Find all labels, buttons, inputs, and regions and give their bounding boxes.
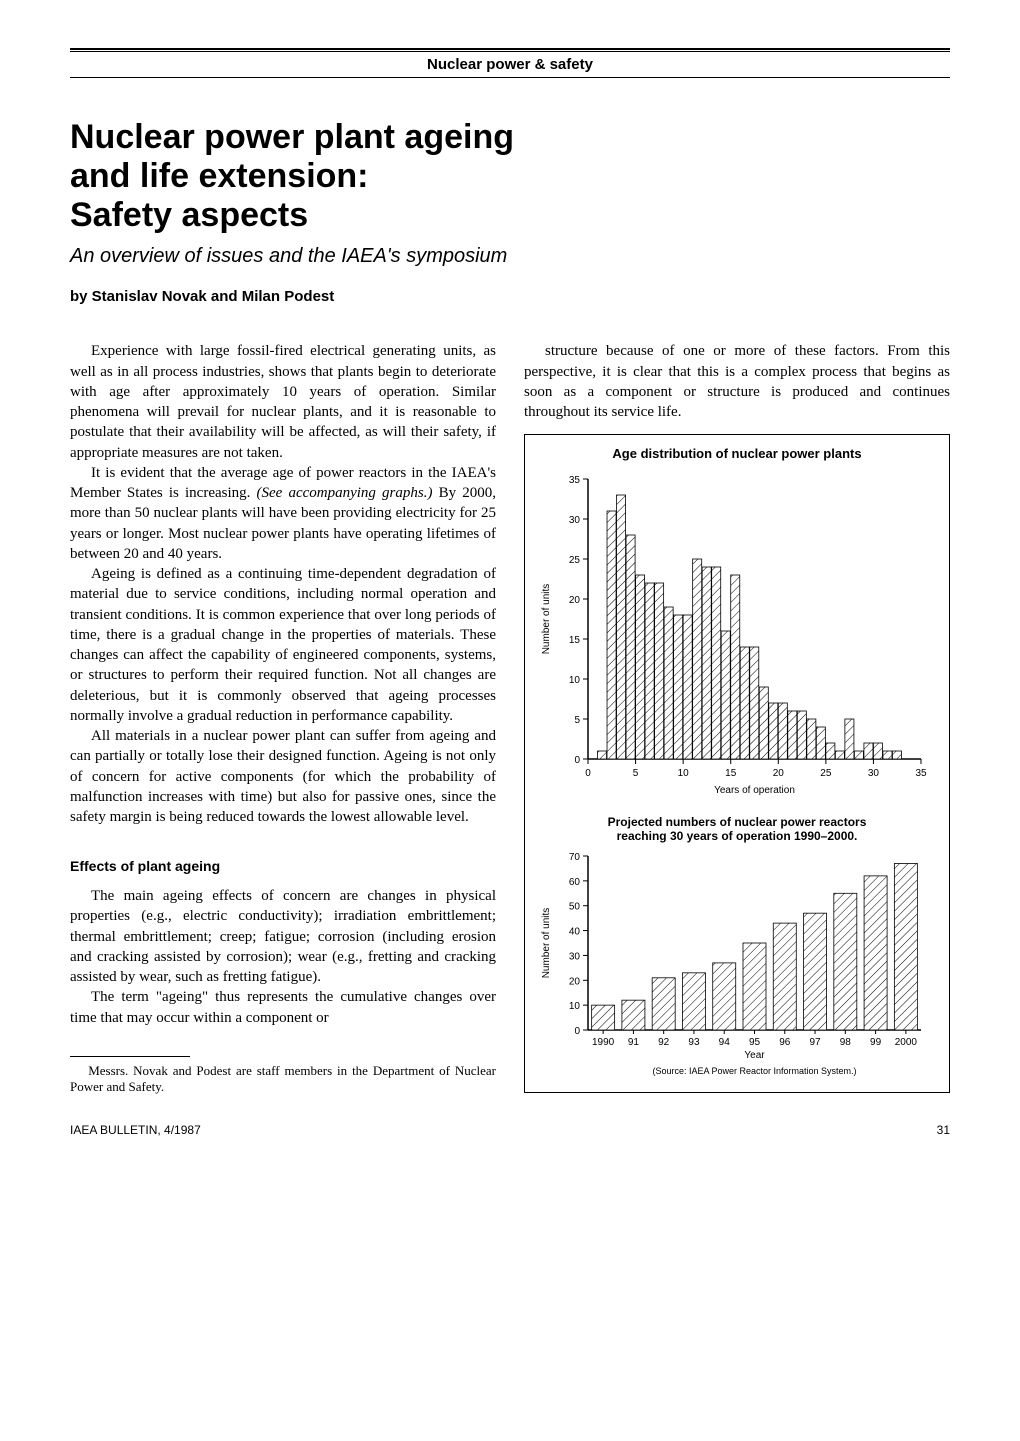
heading-effects: Effects of plant ageing (70, 857, 496, 876)
svg-text:10: 10 (678, 768, 690, 779)
svg-text:15: 15 (569, 635, 581, 646)
chart2-title-line1: Projected numbers of nuclear power react… (608, 815, 867, 829)
title-line-1: Nuclear power plant ageing (70, 118, 514, 156)
svg-text:93: 93 (688, 1037, 700, 1048)
title-line-3: Safety aspects (70, 196, 308, 234)
svg-text:95: 95 (749, 1037, 761, 1048)
right-column: structure because of one or more of thes… (524, 341, 950, 1095)
footer-right: 31 (937, 1123, 950, 1137)
p2-italic: (See accompanying graphs.) (257, 485, 439, 501)
svg-text:0: 0 (585, 768, 591, 779)
paragraph-6: The term "ageing" thus represents the cu… (70, 987, 496, 1028)
article-title: Nuclear power plant ageing and life exte… (70, 118, 950, 235)
svg-text:1990: 1990 (592, 1037, 615, 1048)
svg-text:0: 0 (574, 755, 580, 766)
svg-text:91: 91 (628, 1037, 640, 1048)
svg-text:25: 25 (569, 555, 581, 566)
svg-text:30: 30 (868, 768, 880, 779)
svg-text:20: 20 (569, 976, 581, 987)
svg-text:Year: Year (744, 1050, 765, 1061)
footnote-rule (70, 1056, 190, 1057)
chart2-title: Projected numbers of nuclear power react… (533, 815, 941, 844)
svg-text:(Source: IAEA Power Reactor In: (Source: IAEA Power Reactor Information … (652, 1066, 856, 1076)
svg-text:99: 99 (870, 1037, 882, 1048)
svg-text:20: 20 (569, 595, 581, 606)
paragraph-1: Experience with large fossil-fired elect… (70, 341, 496, 463)
svg-text:Years of operation: Years of operation (714, 785, 795, 796)
svg-text:70: 70 (569, 852, 581, 863)
age-distribution-chart: 0 5 10 15 20 25 30 35 0 5 10 15 20 25 30 35 Number of un… (533, 469, 933, 799)
article-subtitle: An overview of issues and the IAEA's sym… (70, 245, 950, 268)
svg-text:50: 50 (569, 902, 581, 913)
svg-text:10: 10 (569, 675, 581, 686)
paragraph-2: It is evident that the average age of po… (70, 463, 496, 564)
svg-text:5: 5 (633, 768, 639, 779)
svg-text:Number of units: Number of units (541, 584, 552, 655)
svg-text:0: 0 (574, 1026, 580, 1037)
svg-text:25: 25 (820, 768, 832, 779)
svg-text:35: 35 (915, 768, 927, 779)
svg-text:15: 15 (725, 768, 737, 779)
svg-text:5: 5 (574, 715, 580, 726)
svg-text:35: 35 (569, 475, 581, 486)
svg-text:97: 97 (809, 1037, 821, 1048)
footer-left: IAEA BULLETIN, 4/1987 (70, 1123, 201, 1137)
svg-text:60: 60 (569, 877, 581, 888)
svg-text:96: 96 (779, 1037, 791, 1048)
paragraph-3: Ageing is defined as a continuing time-d… (70, 564, 496, 726)
body-columns: Experience with large fossil-fired elect… (70, 341, 950, 1095)
chart-box: Age distribution of nuclear power plants… (524, 434, 950, 1093)
svg-text:Number of units: Number of units (541, 908, 552, 979)
chart2-title-line2: reaching 30 years of operation 1990–2000… (617, 829, 858, 843)
top-rule (70, 48, 950, 52)
left-column: Experience with large fossil-fired elect… (70, 341, 496, 1095)
projected-reactors-chart: 0 10 20 30 40 50 60 70 1990 91 92 93 94 95 96 97 98 99 200… (533, 848, 933, 1078)
footnote: Messrs. Novak and Podest are staff membe… (70, 1063, 496, 1096)
svg-text:40: 40 (569, 926, 581, 937)
svg-text:98: 98 (840, 1037, 852, 1048)
svg-text:94: 94 (719, 1037, 731, 1048)
paragraph-5: The main ageing effects of concern are c… (70, 886, 496, 987)
paragraph-4: All materials in a nuclear power plant c… (70, 726, 496, 827)
svg-text:10: 10 (569, 1001, 581, 1012)
svg-text:20: 20 (773, 768, 785, 779)
svg-text:92: 92 (658, 1037, 670, 1048)
svg-text:30: 30 (569, 515, 581, 526)
right-paragraph-1: structure because of one or more of thes… (524, 341, 950, 422)
article-byline: by Stanislav Novak and Milan Podest (70, 288, 950, 305)
svg-text:30: 30 (569, 951, 581, 962)
title-line-2: and life extension: (70, 157, 369, 195)
page-footer: IAEA BULLETIN, 4/1987 31 (70, 1123, 950, 1137)
under-rule (70, 77, 950, 78)
svg-text:2000: 2000 (895, 1037, 918, 1048)
chart1-title: Age distribution of nuclear power plants (533, 445, 941, 463)
section-label: Nuclear power & safety (70, 56, 950, 73)
